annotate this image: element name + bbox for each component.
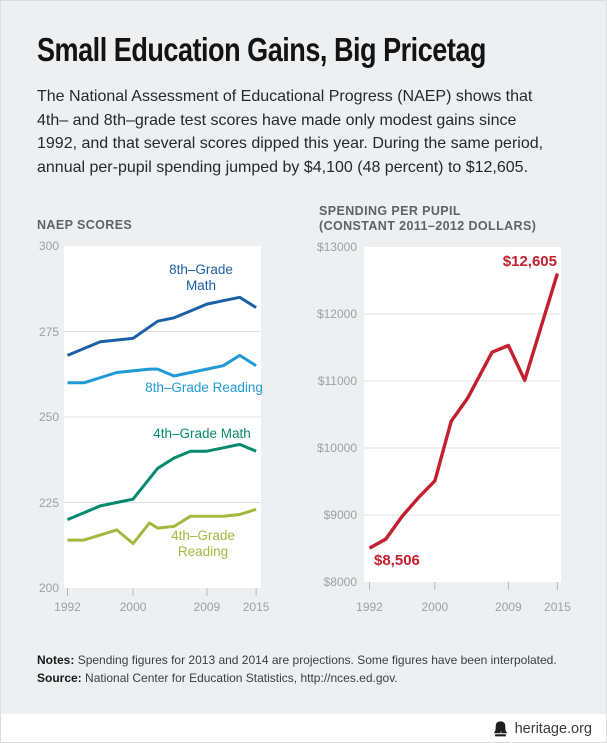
x-axis-label: 1992 (54, 600, 81, 614)
series-line-4th-grade-reading (67, 507, 257, 545)
subtitle-line-2: 4th– and 8th–grade test scores have made… (37, 111, 517, 129)
series-label-4th-grade-reading: 4th–Grade Reading (171, 528, 235, 559)
subtitle-line-3: 1992, and that several scores dipped thi… (37, 135, 544, 152)
series-label-8th-grade-reading: 8th–Grade Reading (145, 380, 263, 395)
source-label: Source: (37, 671, 82, 685)
x-axis-label: 2000 (119, 600, 147, 614)
spending-per-pupil-constant-2011-2012-dollars-plot (364, 247, 561, 590)
y-axis-label: $13000 (316, 240, 357, 254)
naep-chart-title: NAEP SCORES (37, 218, 133, 232)
notes-label: Notes: (37, 653, 75, 667)
page-subtitle: The National Assessment of Educational P… (37, 85, 543, 179)
series-label-8th-grade-math: 8th–Grade Math (169, 262, 233, 293)
x-axis-label: 2000 (421, 600, 449, 614)
y-axis-label: 250 (38, 410, 59, 424)
y-axis-label: $9000 (323, 508, 357, 522)
page-title: Small Education Gains, Big Pricetag (37, 31, 486, 68)
notes-line: Notes: Spending figures for 2013 and 201… (37, 651, 557, 669)
brand-text: heritage.org (514, 721, 592, 737)
line-annotation: $8,506 (374, 552, 420, 569)
footer-bar: heritage.org (1, 714, 606, 742)
spending-chart-title-line-2: (CONSTANT 2011–2012 DOLLARS) (319, 219, 537, 233)
series-line-spending-per-pupil (368, 273, 560, 550)
series-line-8th-grade-math (66, 295, 257, 357)
series-line-8th-grade-reading (67, 353, 257, 385)
line-annotation: $12,605 (502, 253, 557, 270)
x-axis-label: 2015 (544, 600, 571, 614)
x-axis-label: 2015 (242, 600, 270, 614)
spending-chart-title: SPENDING PER PUPIL (CONSTANT 2011–2012 D… (319, 204, 536, 234)
liberty-bell-icon (492, 721, 509, 737)
y-axis-label: $10000 (316, 441, 357, 455)
y-axis-label: $8000 (323, 575, 357, 589)
source-line: Source: National Center for Education St… (37, 669, 557, 687)
subtitle-line-4: annual per-pupil spending jumped by $4,1… (37, 158, 529, 176)
x-axis-label: 2009 (193, 600, 221, 614)
series-line-4th-grade-math (66, 442, 257, 521)
spending-chart-title-line-1: SPENDING PER PUPIL (319, 204, 461, 218)
plot-area (364, 247, 561, 582)
x-axis-label: 1992 (356, 600, 383, 614)
subtitle-line-1: The National Assessment of Educational P… (37, 88, 533, 105)
notes-block: Notes: Spending figures for 2013 and 201… (37, 651, 557, 687)
y-axis-label: $12000 (316, 307, 357, 321)
y-axis-label: 275 (38, 324, 59, 339)
x-axis-label: 2009 (495, 600, 522, 614)
y-axis-label: $11000 (317, 374, 357, 388)
y-axis-label: 200 (38, 581, 59, 595)
y-axis-label: 225 (38, 495, 59, 510)
naep-scores-plot (64, 246, 261, 596)
series-label-4th-grade-math: 4th–Grade Math (153, 426, 251, 441)
notes-text: Spending figures for 2013 and 2014 are p… (77, 653, 557, 667)
y-axis-label: 300 (38, 239, 59, 253)
source-text: National Center for Education Statistics… (85, 671, 398, 685)
